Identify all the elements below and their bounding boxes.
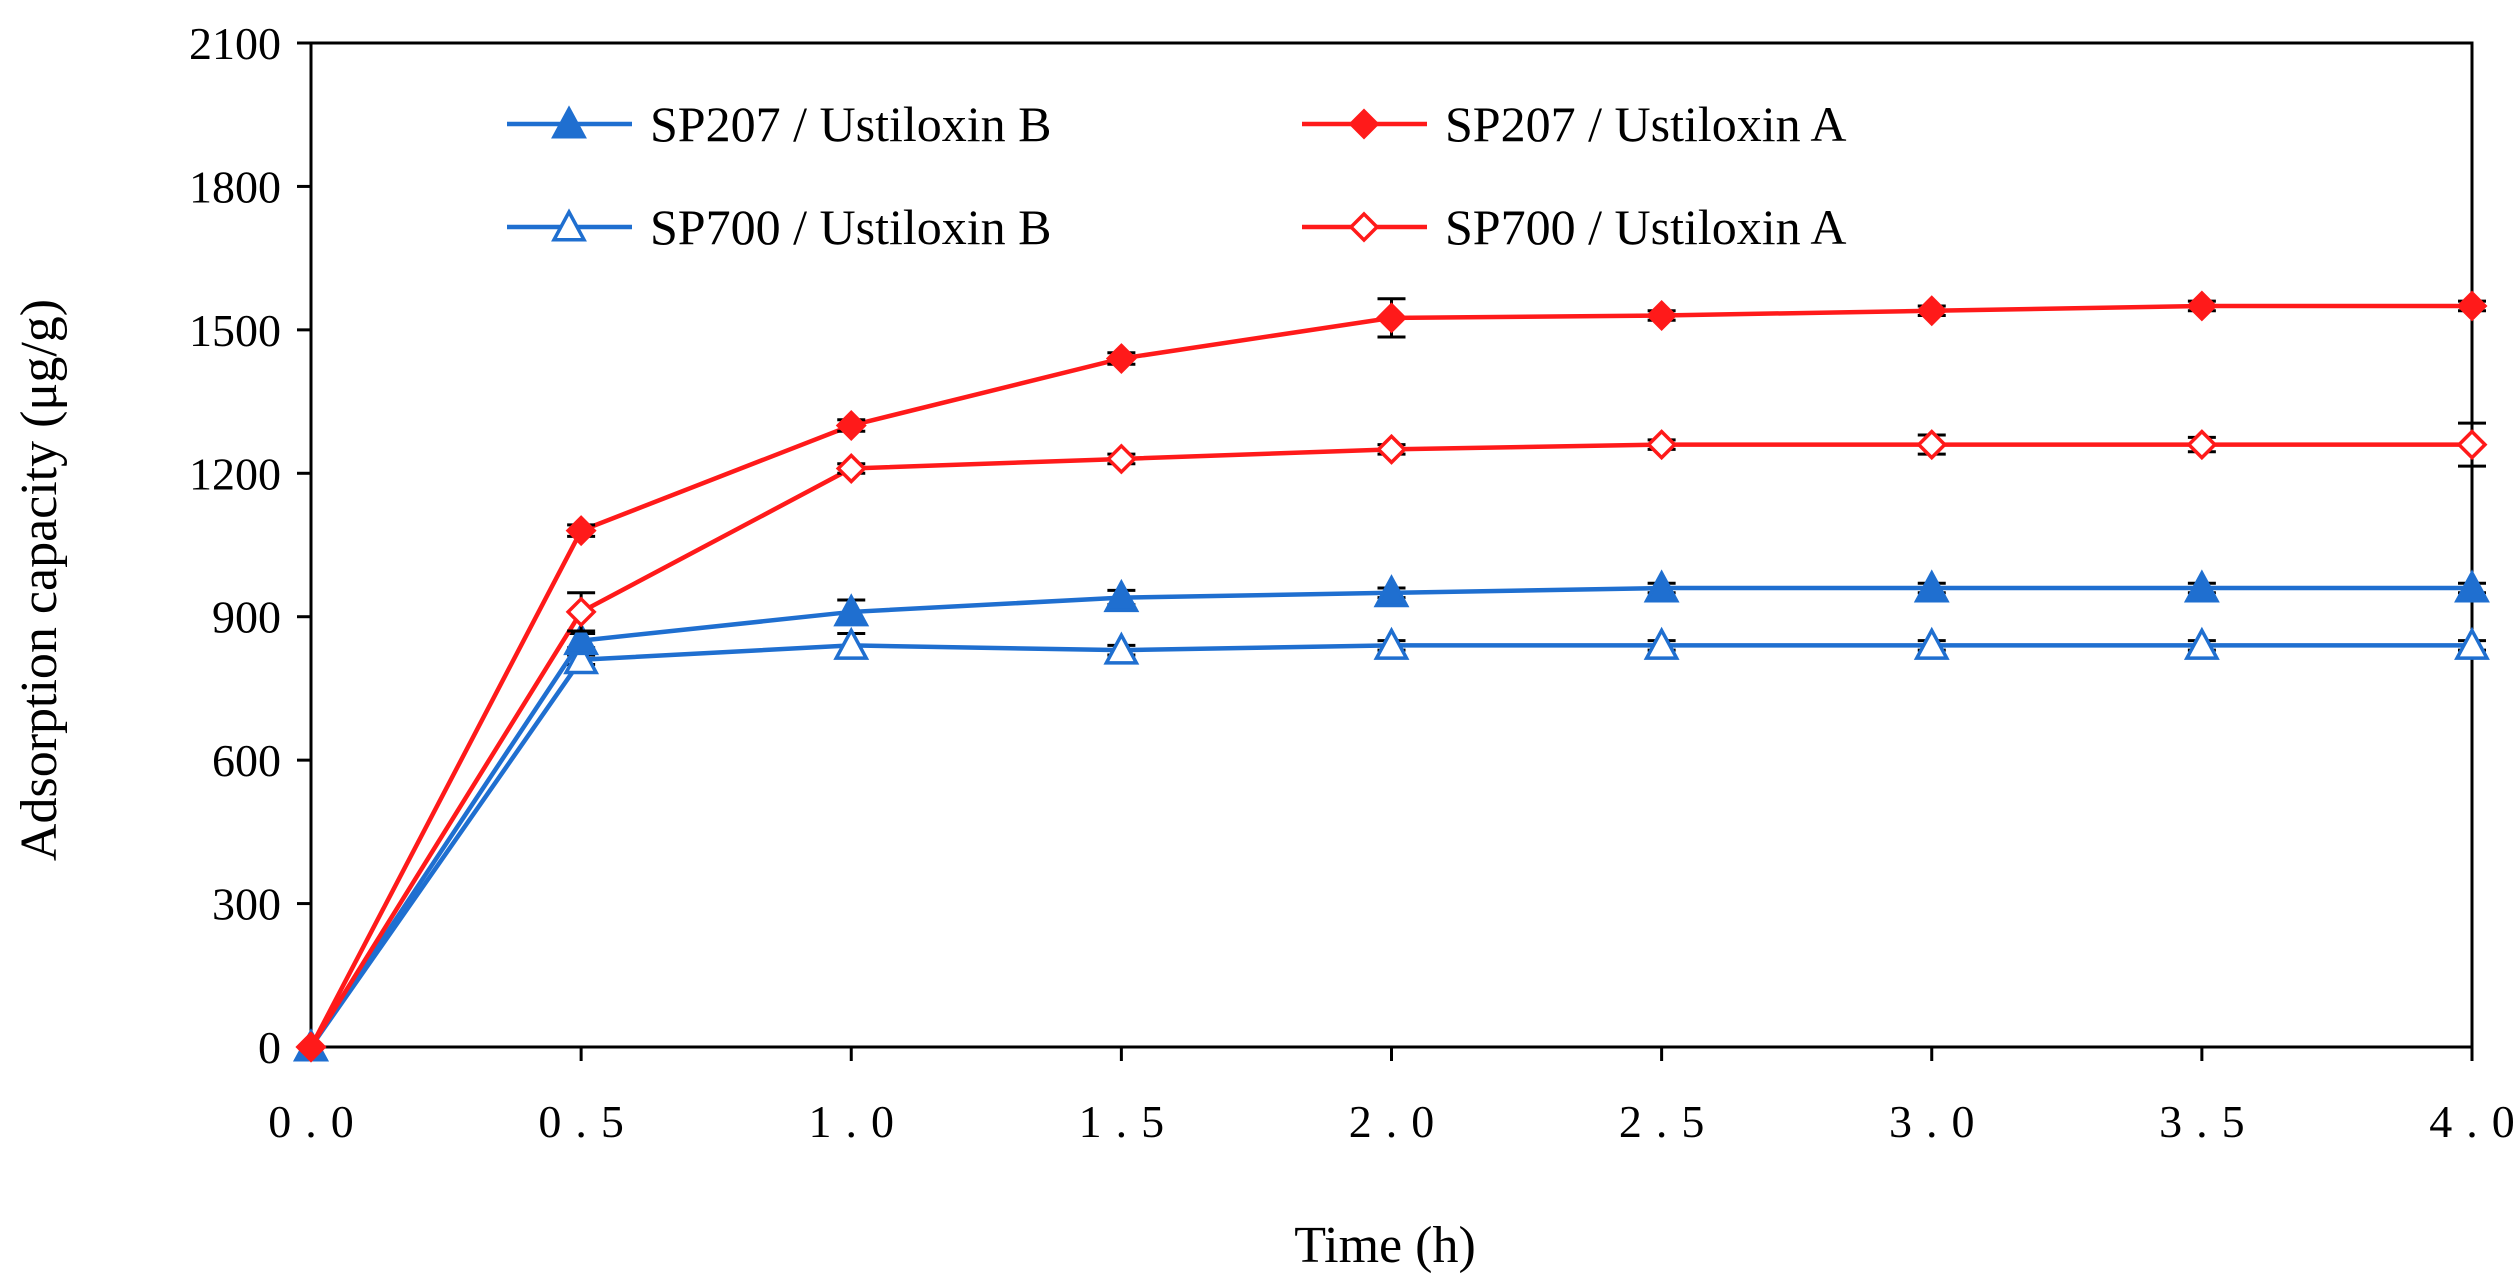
y-tick-label: 2100 [189,18,281,69]
series-line [309,303,2472,1049]
x-tick-label: 2.5 [1619,1096,1719,1147]
data-point [1373,626,1410,660]
data-point [1646,429,1678,461]
x-tick-label: 0.5 [538,1096,638,1147]
data-point [1643,626,1680,660]
data-point [1376,433,1407,465]
data-point [835,453,867,484]
legend-label: SP700 / Ustiloxin A [1445,199,1847,255]
y-tick-label: 900 [212,592,281,643]
legend-label: SP207 / Ustiloxin A [1445,96,1847,152]
data-point [1913,569,1950,603]
legend-marker [551,208,587,242]
legend-entry: SP207 / Ustiloxin B [507,96,1052,152]
legend-marker [1348,211,1380,243]
data-point [2183,626,2220,660]
x-axis-title: Time (h) [1294,1217,1476,1274]
data-point [833,626,870,660]
data-point [2454,626,2490,660]
data-point [1105,343,1137,375]
data-point [1913,626,1950,660]
data-point [833,593,870,627]
x-tick-label: 1.0 [809,1096,909,1147]
data-point [1376,302,1407,334]
plot-area-frame [309,41,2474,1049]
data-point [2186,290,2218,322]
x-tick-label: 1.5 [1079,1096,1179,1147]
legend-entry: SP700 / Ustiloxin A [1302,199,1847,255]
series-line [309,643,2472,1049]
y-tick-label: 600 [212,735,281,786]
data-point [563,621,600,656]
series-2 [293,626,2490,1062]
data-point [1373,574,1410,608]
data-point [563,641,600,675]
data-point [1916,295,1948,327]
y-tick-label: 1500 [189,305,281,356]
x-tick-label: 2.0 [1349,1096,1449,1147]
series-3 [295,421,2488,1063]
series-1 [295,290,2488,1063]
x-tick-label: 3.5 [2159,1096,2259,1147]
legend-entry: SP207 / Ustiloxin A [1302,96,1847,152]
x-tick-label: 0.0 [268,1096,368,1147]
legend-entry: SP700 / Ustiloxin B [507,199,1052,255]
y-tick-label: 0 [258,1022,281,1073]
x-tick-label: 3.0 [1889,1096,1989,1147]
legend-marker [551,105,587,139]
data-point [565,515,597,547]
data-point [1105,443,1137,475]
legend-marker [1348,108,1380,140]
data-point [2454,569,2490,603]
y-tick-label: 1800 [189,161,281,212]
legend-label: SP207 / Ustiloxin B [650,96,1052,152]
data-point [1916,429,1948,461]
data-point [2456,290,2488,322]
data-point [2186,429,2218,461]
data-point [2183,569,2220,603]
data-point [1646,300,1678,331]
data-point [1643,569,1680,603]
data-point [565,596,597,628]
y-axis-title: Adsorption capacity (μg/g) [11,299,68,861]
series-line [309,442,2472,1049]
y-tick-label: 300 [212,879,281,930]
data-point [1103,578,1140,613]
legend-label: SP700 / Ustiloxin B [650,199,1052,255]
data-point [295,1031,327,1063]
data-point [835,410,867,441]
x-tick-label: 4.0 [2429,1096,2514,1147]
y-tick-label: 1200 [189,448,281,499]
data-point [2456,429,2488,461]
data-point [1103,631,1140,665]
